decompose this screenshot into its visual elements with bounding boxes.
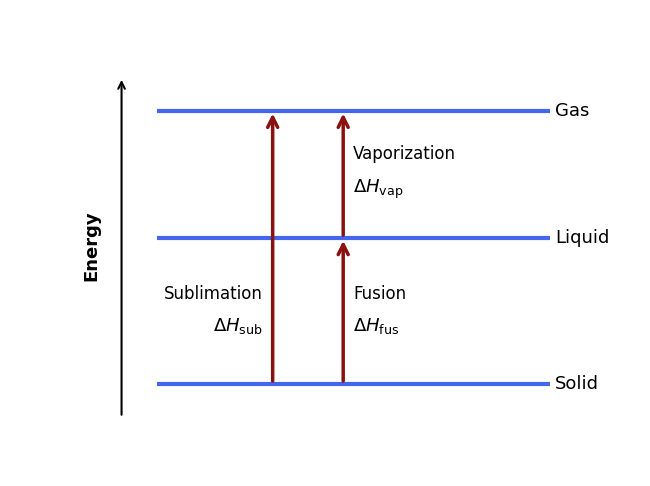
Text: Vaporization: Vaporization [354, 145, 456, 163]
Text: $\Delta H_{\mathrm{sub}}$: $\Delta H_{\mathrm{sub}}$ [213, 316, 263, 336]
Text: Energy: Energy [83, 210, 100, 281]
Text: $\Delta H_{\mathrm{vap}}$: $\Delta H_{\mathrm{vap}}$ [354, 178, 404, 201]
Text: Solid: Solid [555, 375, 599, 393]
Text: Fusion: Fusion [354, 285, 406, 303]
Text: $\Delta H_{\mathrm{fus}}$: $\Delta H_{\mathrm{fus}}$ [354, 316, 400, 336]
Text: Sublimation: Sublimation [164, 285, 263, 303]
Text: Gas: Gas [555, 102, 589, 120]
Text: Liquid: Liquid [555, 229, 609, 247]
